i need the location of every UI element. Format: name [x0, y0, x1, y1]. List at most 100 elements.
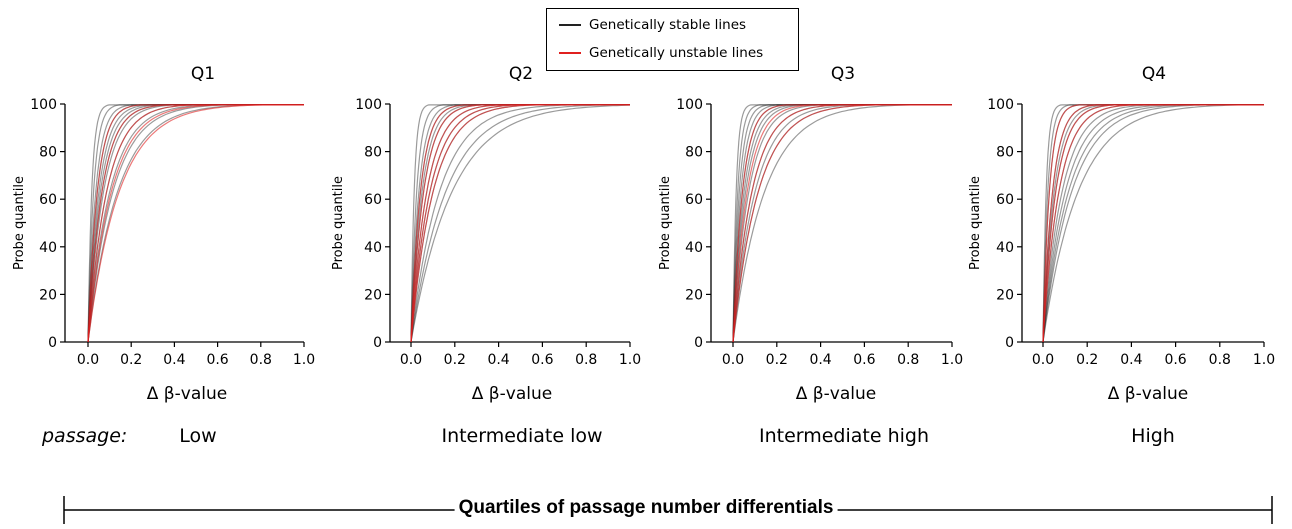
x-tick-label: 0.0: [77, 352, 99, 368]
curve-unstable-1: [87, 104, 304, 343]
curve-stable-2: [87, 104, 304, 343]
curve-stable-11: [87, 104, 304, 343]
curve-stable-5: [732, 104, 952, 343]
curve-unstable-3: [732, 104, 952, 343]
curve-unstable-2: [1042, 104, 1264, 343]
curve-unstable-4: [410, 104, 630, 343]
curve-stable-6: [1042, 104, 1264, 343]
curve-stable-12: [1042, 104, 1264, 343]
y-tick-label: 100: [987, 97, 1014, 113]
y-tick-label: 0: [373, 335, 382, 351]
x-axis-label: Δ β-value: [472, 384, 552, 404]
x-tick-label: 0.2: [1076, 352, 1098, 368]
y-tick-label: 80: [996, 145, 1014, 161]
chart-title: Q1: [191, 64, 215, 84]
curve-unstable-2: [732, 104, 952, 343]
curve-unstable-2: [87, 104, 304, 343]
y-tick-label: 40: [996, 240, 1014, 256]
curve-stable-5: [87, 104, 304, 343]
y-tick-label: 0: [48, 335, 57, 351]
curve-unstable-4: [732, 104, 952, 343]
curve-stable-6: [410, 104, 630, 343]
x-tick-label: 0.8: [250, 352, 272, 368]
curve-unstable-4: [1042, 104, 1264, 343]
y-tick-label: 100: [30, 97, 57, 113]
curve-stable-1: [87, 104, 304, 343]
curve-stable-4: [1042, 104, 1264, 343]
y-tick-label: 40: [364, 240, 382, 256]
y-tick-label: 20: [685, 287, 703, 303]
curve-stable-2: [1042, 104, 1264, 343]
x-tick-label: 0.8: [897, 352, 919, 368]
curve-stable-3: [410, 104, 630, 343]
curve-stable-12: [732, 104, 952, 343]
curve-stable-9: [87, 104, 304, 343]
passage-level-q1: Low: [179, 425, 217, 447]
legend: Genetically stable lines Genetically uns…: [546, 8, 799, 71]
y-tick-label: 80: [685, 145, 703, 161]
curve-unstable-3: [87, 104, 304, 343]
y-axis-label: Probe quantile: [658, 176, 673, 270]
chart-panel-q1: Q1 0 20 40 60 80 100 0.0 0.2 0.4 0.6 0.8 1.0 Δ β-valu…: [12, 64, 315, 404]
curve-stable-8: [732, 104, 952, 343]
legend-item-unstable: Genetically unstable lines: [559, 45, 763, 61]
x-tick-label: 0.8: [1209, 352, 1231, 368]
x-tick-label: 0.4: [1120, 352, 1142, 368]
curve-unstable-2: [410, 104, 630, 343]
curve-stable-8: [1042, 104, 1264, 343]
x-tick-label: 0.6: [1164, 352, 1186, 368]
y-tick-label: 40: [685, 240, 703, 256]
chart-panel-q3: Q3 0 20 40 60 80 100 0.0 0.2 0.4 0.6 0.8 1.0 Δ β-valu…: [658, 64, 963, 404]
curve-unstable-3: [1042, 104, 1264, 343]
x-tick-label: 0.4: [163, 352, 185, 368]
chart-title: Q3: [831, 64, 855, 84]
curve-stable-9: [1042, 104, 1264, 343]
y-tick-label: 100: [676, 97, 703, 113]
curve-stable-7: [87, 104, 304, 343]
x-tick-label: 0.2: [120, 352, 142, 368]
curve-stable-2: [732, 104, 952, 343]
legend-label-unstable: Genetically unstable lines: [589, 45, 764, 61]
x-axis-label: Δ β-value: [1108, 384, 1188, 404]
passage-level-q2: Intermediate low: [441, 425, 603, 447]
curve-stable-7: [410, 104, 630, 343]
x-tick-label: 1.0: [1253, 352, 1275, 368]
curve-stable-3: [732, 104, 952, 343]
y-tick-label: 60: [364, 192, 382, 208]
curve-stable-1: [410, 104, 630, 343]
curve-stable-6: [87, 104, 304, 343]
y-axis-label: Probe quantile: [12, 176, 27, 270]
y-tick-label: 20: [39, 287, 57, 303]
x-tick-label: 1.0: [293, 352, 315, 368]
chart-title: Q4: [1142, 64, 1166, 84]
x-tick-label: 0.4: [487, 352, 509, 368]
curve-stable-10: [87, 104, 304, 343]
curve-stable-9: [732, 104, 952, 343]
y-tick-label: 60: [39, 192, 57, 208]
x-axis-label: Δ β-value: [147, 384, 227, 404]
passage-label: passage:: [42, 425, 128, 447]
x-tick-label: 0.8: [575, 352, 597, 368]
curve-stable-4: [87, 104, 304, 343]
x-tick-label: 0.6: [206, 352, 228, 368]
x-tick-label: 0.2: [444, 352, 466, 368]
x-tick-label: 0.2: [766, 352, 788, 368]
y-tick-label: 0: [694, 335, 703, 351]
curve-stable-1: [732, 104, 952, 343]
curve-stable-8: [87, 104, 304, 343]
y-tick-label: 60: [685, 192, 703, 208]
curve-stable-1: [1042, 104, 1264, 343]
passage-level-q3: Intermediate high: [758, 425, 930, 447]
curve-stable-5: [410, 104, 630, 343]
curve-unstable-5: [87, 104, 304, 343]
x-tick-label: 0.6: [531, 352, 553, 368]
y-axis-label: Probe quantile: [968, 176, 983, 270]
curve-unstable-1: [410, 104, 630, 343]
legend-item-stable: Genetically stable lines: [559, 17, 746, 33]
y-tick-label: 60: [996, 192, 1014, 208]
y-tick-label: 20: [364, 287, 382, 303]
curve-unstable-3: [410, 104, 630, 343]
chart-panel-q4: Q4 0 20 40 60 80 100 0.0 0.2 0.4 0.6 0.8 1.0 Δ β-valu…: [968, 64, 1275, 404]
curve-unstable-1: [732, 104, 952, 343]
